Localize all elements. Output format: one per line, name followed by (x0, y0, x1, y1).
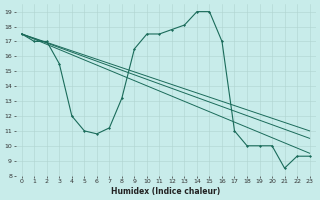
X-axis label: Humidex (Indice chaleur): Humidex (Indice chaleur) (111, 187, 220, 196)
